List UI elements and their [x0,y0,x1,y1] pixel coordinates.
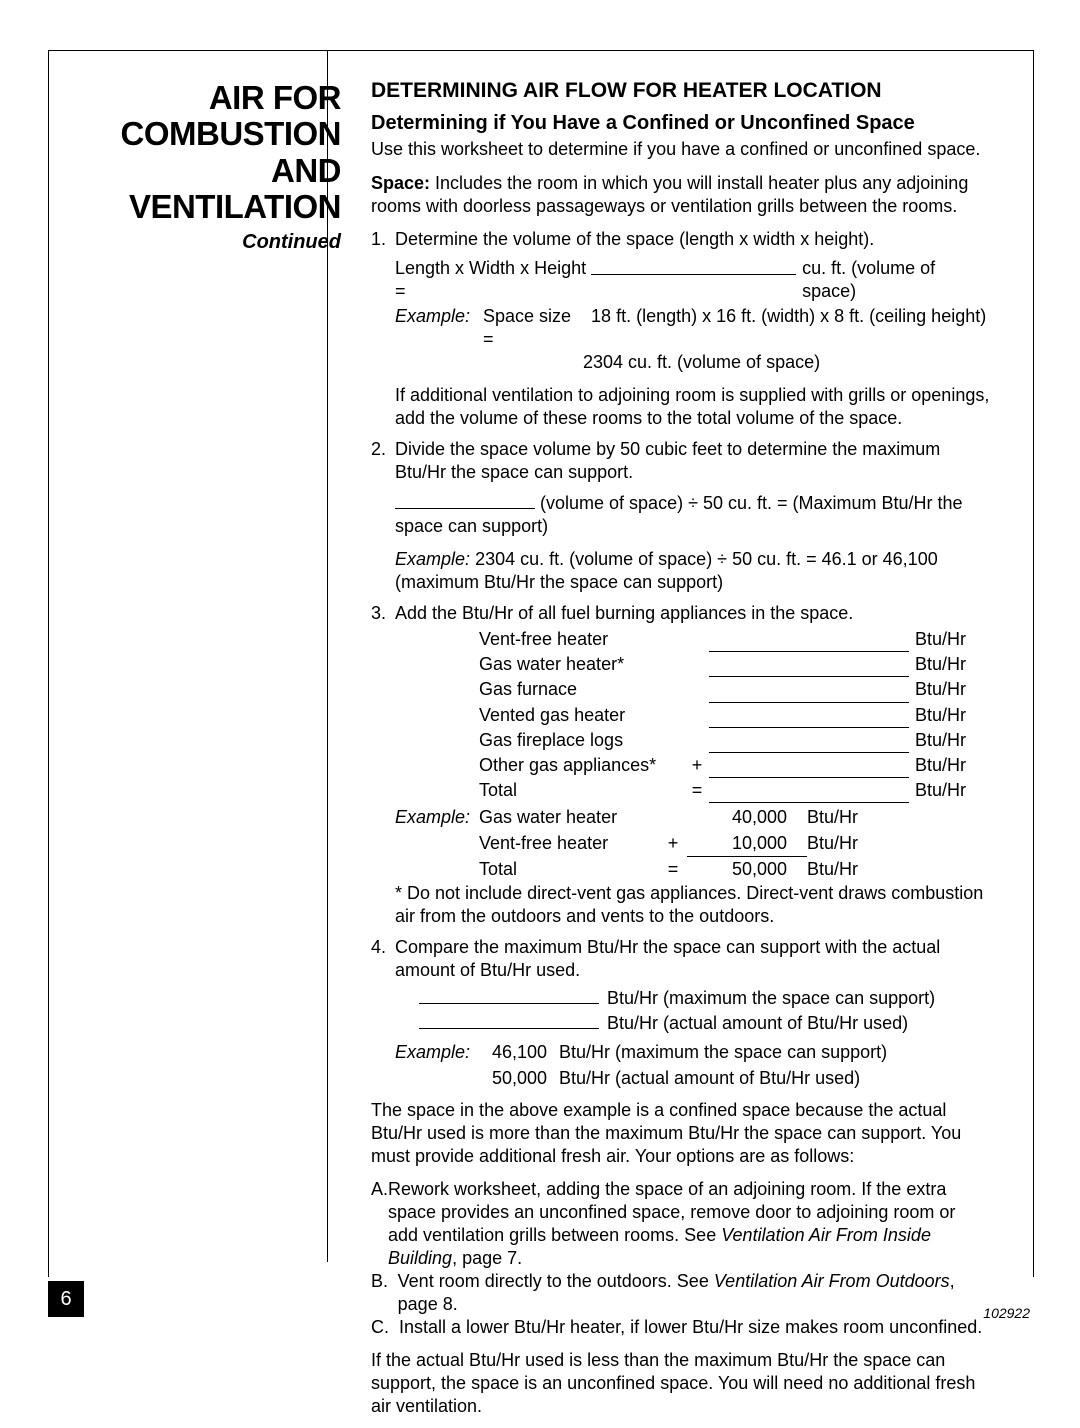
conclusion: The space in the above example is a conf… [371,1099,990,1168]
lwh-label: Length x Width x Height = [395,257,591,303]
right-column: DETERMINING AIR FLOW FOR HEATER LOCATION… [355,78,990,1428]
step-4-blanks: Btu/Hr (maximum the space can support) B… [395,986,990,1036]
page-number: 6 [48,1281,84,1317]
final-paragraph: If the actual Btu/Hr used is less than t… [371,1349,990,1418]
space-text: Includes the room in which you will inst… [371,173,968,216]
document-number: 102922 [983,1305,1030,1321]
two-column-layout: AIR FOR COMBUSTION AND VENTILATION Conti… [40,50,1040,1428]
options-list: A. Rework worksheet, adding the space of… [371,1178,990,1339]
step-3-note: * Do not include direct-vent gas applian… [395,882,990,928]
space-label: Space: [371,173,430,193]
step-4: 4. Compare the maximum Btu/Hr the space … [371,936,990,1091]
step-2: 2. Divide the space volume by 50 cubic f… [371,438,990,594]
example-4: Example: 46,100 Btu/Hr (maximum the spac… [395,1040,990,1090]
volume-blank[interactable] [591,257,796,275]
space-definition: Space: Includes the room in which you wi… [371,172,990,218]
option-c: C. Install a lower Btu/Hr heater, if low… [371,1316,990,1339]
left-column: AIR FOR COMBUSTION AND VENTILATION Conti… [100,78,355,1428]
step-1b: If additional ventilation to adjoining r… [395,384,990,430]
page: AIR FOR COMBUSTION AND VENTILATION Conti… [0,0,1080,1397]
continued-label: Continued [100,231,341,254]
volume-formula: Length x Width x Height = cu. ft. (volum… [395,257,990,303]
example-2: Example: 2304 cu. ft. (volume of space) … [395,548,990,594]
step-1-text: Determine the volume of the space (lengt… [395,228,990,251]
option-a: A. Rework worksheet, adding the space of… [371,1178,990,1270]
example-3: Example: Gas water heater 40,000 Btu/Hr … [395,805,990,882]
volume-blank-2[interactable] [395,493,535,509]
intro-text: Use this worksheet to determine if you h… [371,138,990,161]
subsection-title: Determining if You Have a Confined or Un… [371,111,990,137]
option-b: B. Vent room directly to the outdoors. S… [371,1270,990,1316]
example-1: Example: Space size 18 ft. (length) x 16… [395,305,990,374]
step-1: 1. Determine the volume of the space (le… [371,228,990,430]
section-title: DETERMINING AIR FLOW FOR HEATER LOCATION [371,78,990,105]
step-3: 3. Add the Btu/Hr of all fuel burning ap… [371,602,990,928]
section-heading: AIR FOR COMBUSTION AND VENTILATION [100,80,341,225]
appliance-table: Vent-free heaterBtu/Hr Gas water heater*… [395,627,990,803]
cuft-label: cu. ft. (volume of space) [796,257,990,303]
